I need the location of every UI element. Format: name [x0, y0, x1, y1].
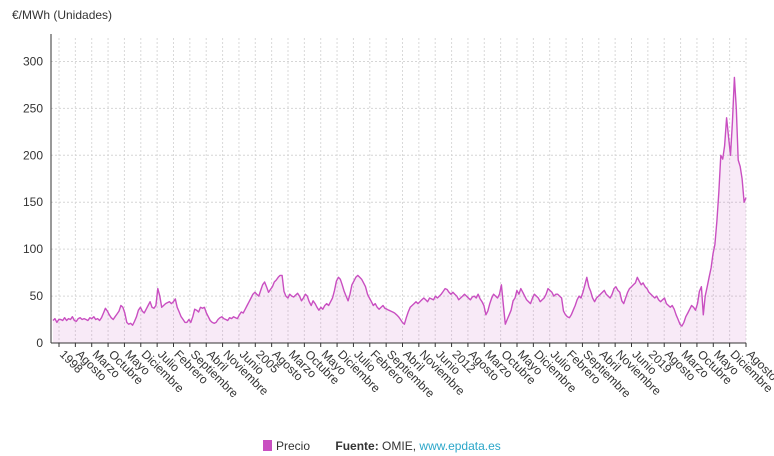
source-prefix: Fuente:: [335, 439, 379, 453]
series-line-precio[interactable]: [52, 76, 747, 327]
y-axis: 0 50 100 150 200 250 300: [23, 34, 52, 350]
x-axis: 1998AgostoMarzoOctubreMayoDiciembreJulio…: [51, 342, 774, 401]
y-tick-label: 250: [23, 101, 43, 115]
y-axis-unit-label: €/MWh (Unidades): [12, 8, 113, 22]
horizontal-gridlines: [51, 60, 746, 297]
y-tick-label: 200: [23, 148, 43, 162]
y-tick-label: 100: [23, 242, 43, 256]
source-link[interactable]: www.epdata.es: [419, 439, 501, 453]
series-precio: [52, 76, 747, 344]
legend-swatch-precio: [263, 440, 272, 451]
y-tick-label: 50: [30, 289, 44, 303]
chart-legend: Precio Fuente: OMIE, www.epdata.es: [263, 439, 501, 453]
y-tick-label: 300: [23, 54, 43, 68]
y-tick-label: 150: [23, 195, 43, 209]
source-name: OMIE,: [382, 439, 417, 453]
vertical-gridlines: [58, 38, 747, 343]
y-tick-label: 0: [36, 336, 43, 350]
legend-label-precio[interactable]: Precio: [276, 439, 311, 453]
